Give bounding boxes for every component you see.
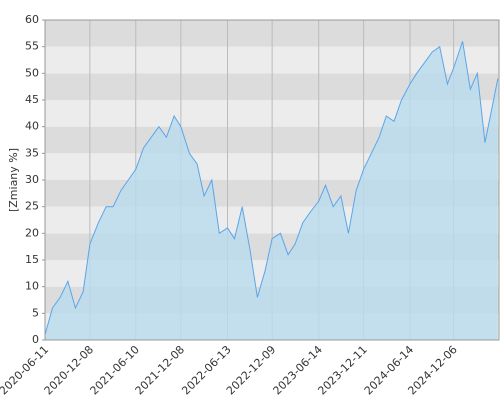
y-tick-label: 5 xyxy=(32,306,39,319)
y-tick-label: 0 xyxy=(32,333,39,346)
plot-border xyxy=(44,19,500,341)
y-tick-label: 30 xyxy=(25,173,39,186)
y-tick-label: 25 xyxy=(25,200,39,213)
y-tick-label: 55 xyxy=(25,40,39,53)
line xyxy=(44,41,499,335)
y-tick-label: 40 xyxy=(25,120,39,133)
area xyxy=(45,41,498,341)
y-tick-label: 15 xyxy=(25,253,39,266)
y-tick-label: 50 xyxy=(25,66,39,79)
y-tick-label: 10 xyxy=(25,280,39,293)
y-tick-label: 35 xyxy=(25,146,39,159)
y-axis-label: [Zmiany %] xyxy=(7,148,20,212)
y-tick-label: 60 xyxy=(25,13,39,26)
y-tick-label: 20 xyxy=(25,226,39,239)
y-tick-label: 45 xyxy=(25,93,39,106)
